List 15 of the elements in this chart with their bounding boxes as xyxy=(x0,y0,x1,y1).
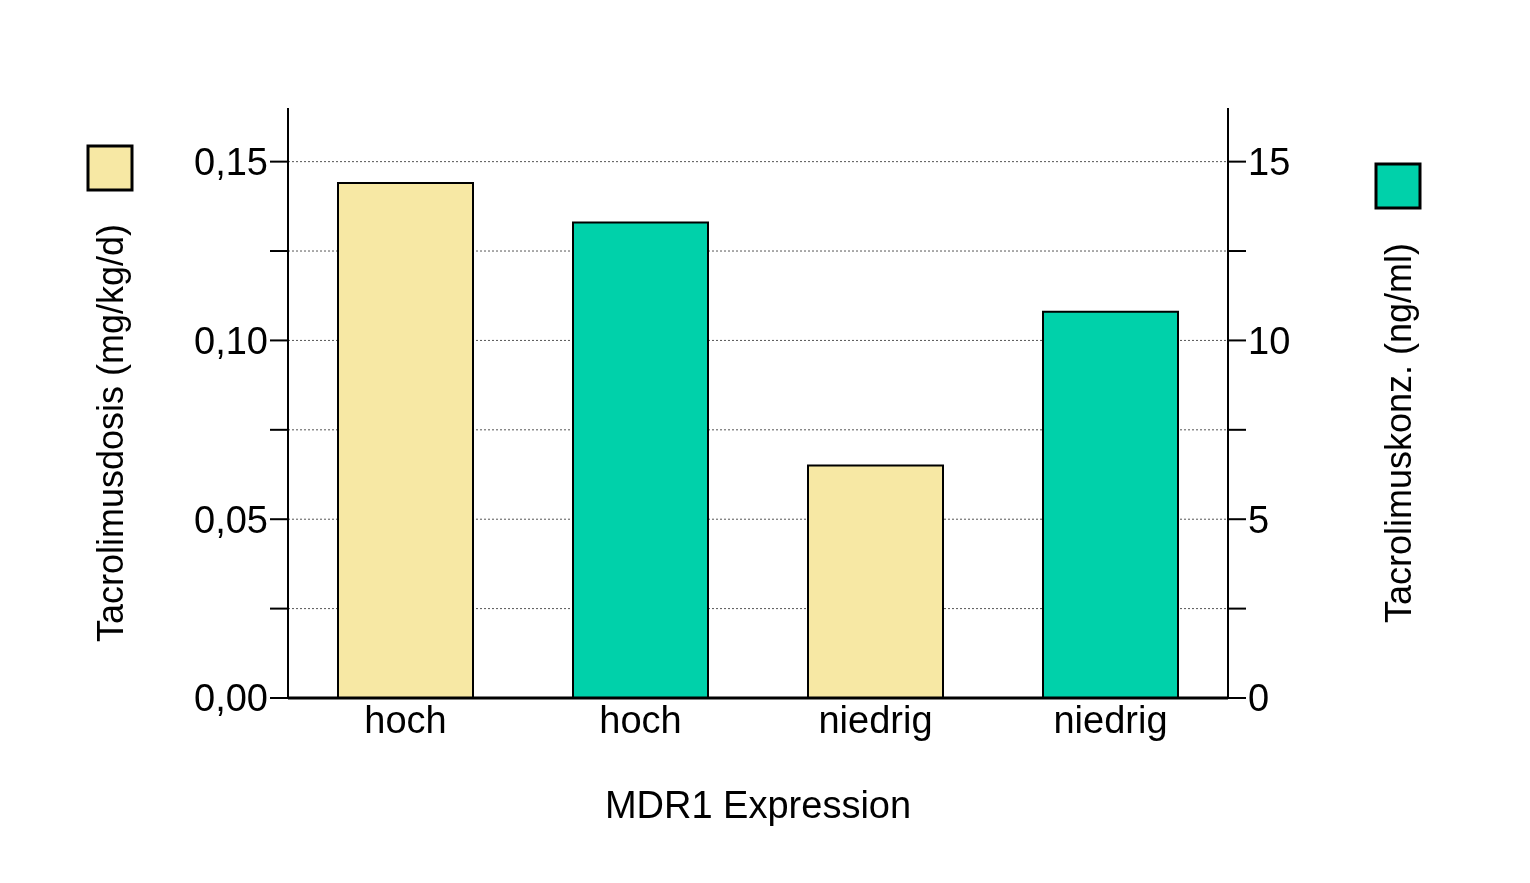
y-tick-label: 0,00 xyxy=(194,677,268,720)
y2-tick-label: 15 xyxy=(1248,141,1291,184)
x-axis-title: MDR1 Expression xyxy=(604,784,912,826)
x-tick-label: niedrig xyxy=(1053,698,1168,741)
y-axis-title: Tacrolimusdosis (mg/kg/d) xyxy=(89,223,131,643)
y2-tick-label: 0 xyxy=(1248,677,1270,720)
y-tick-label: 0,05 xyxy=(194,498,268,541)
y2-tick-label: 5 xyxy=(1248,498,1270,541)
x-tick-label: hoch xyxy=(364,698,447,741)
y2-tick-label: 10 xyxy=(1248,319,1291,362)
y-tick-label: 0,10 xyxy=(194,319,268,362)
y-tick-label: 0,15 xyxy=(194,141,268,184)
y2-axis-title: Tacrolimuskonz. (ng/ml) xyxy=(1377,242,1419,624)
x-tick-label: niedrig xyxy=(818,698,933,741)
x-tick-label: hoch xyxy=(599,698,682,741)
